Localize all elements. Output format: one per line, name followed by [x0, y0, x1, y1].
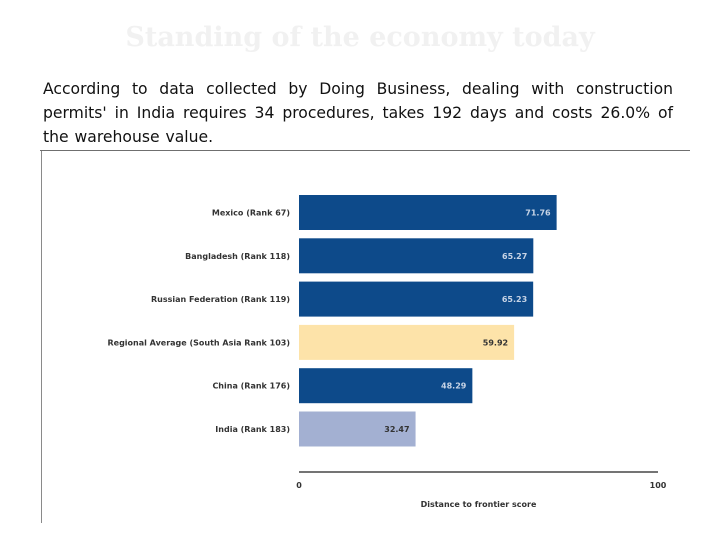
x-axis-title: Distance to frontier score: [421, 500, 537, 509]
x-tick-label: 100: [650, 481, 667, 490]
bar: [299, 411, 416, 447]
bar: [299, 238, 534, 274]
category-label: Mexico (Rank 67): [212, 209, 290, 218]
category-label: India (Rank 183): [215, 425, 290, 434]
bar: [299, 368, 473, 404]
x-tick-label: 0: [296, 481, 302, 490]
data-label: 65.27: [502, 252, 527, 261]
chart-frame-top-border: [40, 150, 690, 151]
data-label: 71.76: [525, 209, 551, 218]
bar: [299, 324, 515, 360]
category-label: Russian Federation (Rank 119): [151, 295, 290, 304]
data-label: 32.47: [384, 425, 409, 434]
bar: [299, 195, 557, 230]
data-label: 48.29: [441, 382, 467, 391]
category-label: China (Rank 176): [212, 382, 290, 391]
category-label: Regional Average (South Asia Rank 103): [107, 338, 290, 347]
chart-frame-left-border: [41, 151, 42, 523]
data-label: 65.23: [502, 295, 527, 304]
bar: [299, 281, 534, 317]
body-paragraph: According to data collected by Doing Bus…: [43, 80, 673, 146]
category-label: Bangladesh (Rank 118): [185, 252, 290, 261]
data-label: 59.92: [483, 338, 508, 347]
slide-title: Standing of the economy today: [125, 22, 595, 53]
